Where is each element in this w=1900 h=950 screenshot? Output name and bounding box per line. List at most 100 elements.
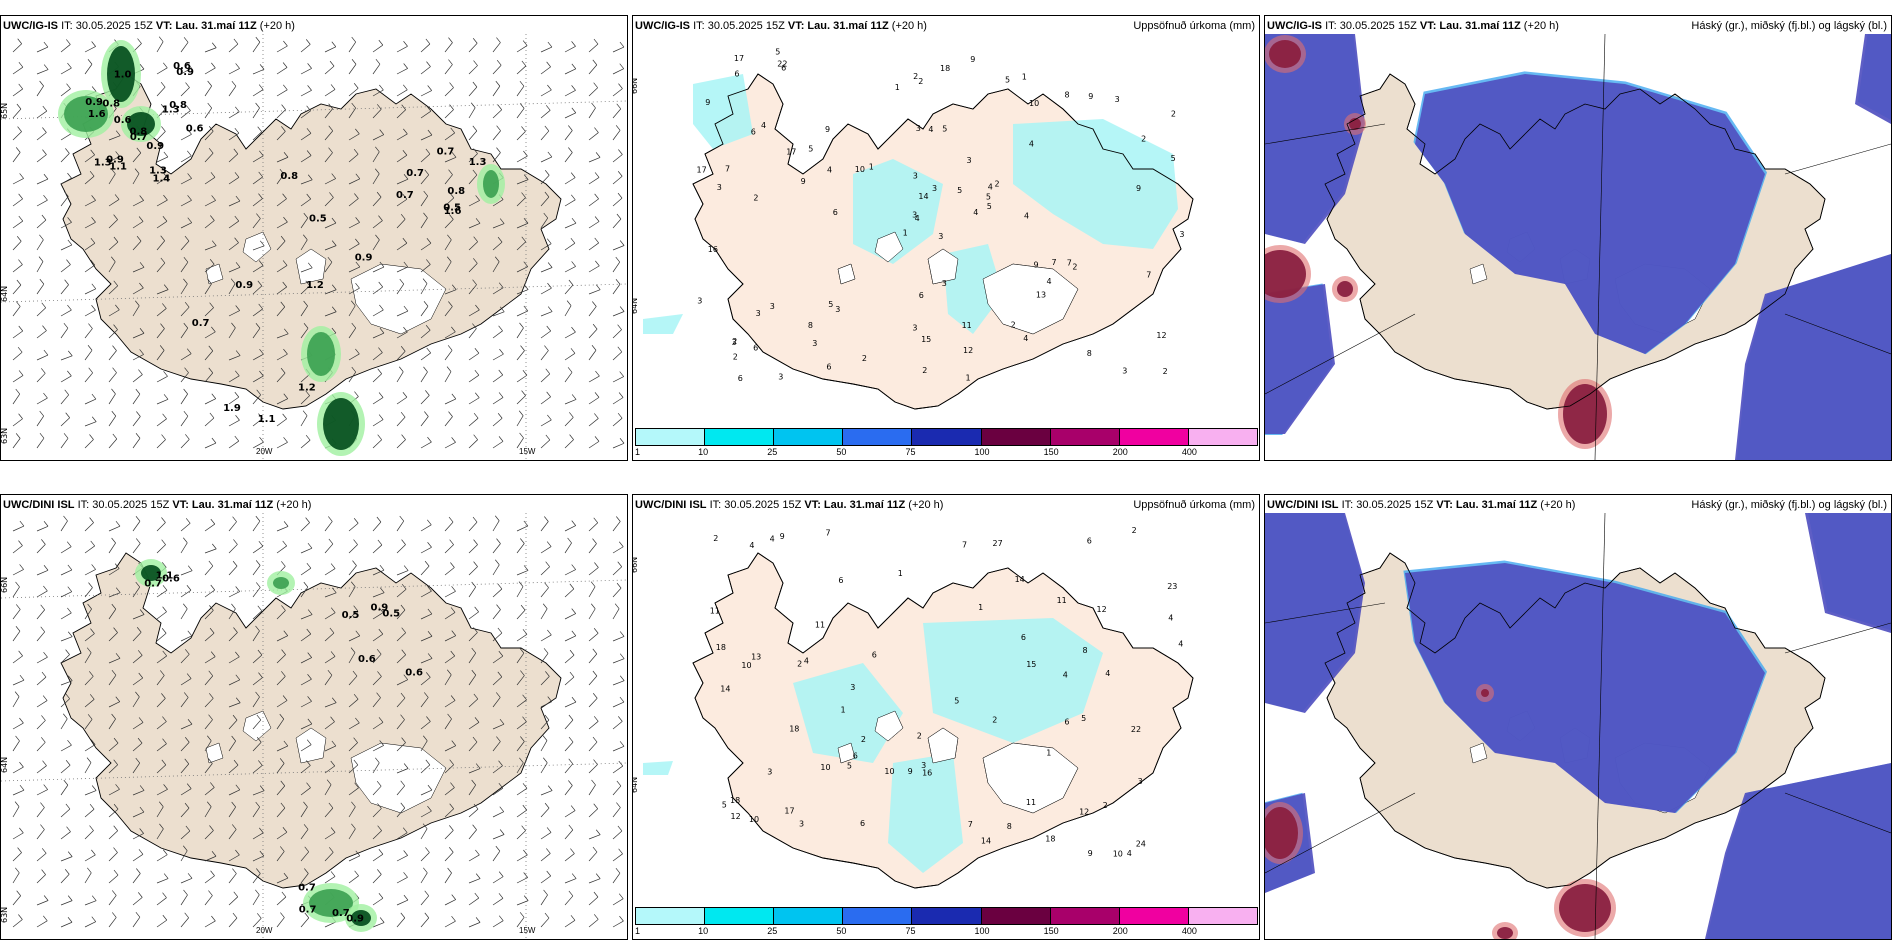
precip-heavy-patch <box>273 577 289 589</box>
wind-barb-feather <box>522 716 527 722</box>
precip-panel-dini: UWC/DINI ISL IT: 30.05.2025 15Z VT: Lau.… <box>632 494 1260 940</box>
wind-barb-feather <box>427 653 433 659</box>
panel-header: UWC/IG-IS IT: 30.05.2025 15Z VT: Lau. 31… <box>3 20 295 32</box>
wind-barb-feather <box>374 168 380 174</box>
wind-barb <box>204 565 214 576</box>
precip-amount-label: 2 <box>918 77 923 86</box>
wind-barb <box>156 789 168 796</box>
wind-barb-feather <box>234 435 240 442</box>
wind-barb-feather <box>473 803 479 810</box>
wind-barb-feather <box>158 36 164 42</box>
wind-barb <box>60 591 72 598</box>
wind-barb-feather <box>451 437 456 443</box>
wind-barb <box>180 878 193 884</box>
wind-barb-feather <box>136 627 142 633</box>
wind-barb-feather <box>617 825 623 832</box>
wind-barb <box>204 47 217 53</box>
wind-barb <box>132 543 141 554</box>
wind-barb-feather <box>233 627 238 633</box>
wind-barb <box>228 656 240 664</box>
wind-barb <box>132 521 141 532</box>
wind-barb-feather <box>474 892 480 899</box>
wind-barb-feather <box>523 284 529 290</box>
wind-barb <box>36 700 48 708</box>
wind-barb-feather <box>233 891 239 898</box>
wind-barb <box>516 395 526 405</box>
wind-barb <box>348 855 360 862</box>
wind-barb-feather <box>280 780 286 787</box>
wind-barb-feather <box>403 763 409 769</box>
wind-barb-feather <box>331 327 337 334</box>
wind-barb-feather <box>186 105 191 111</box>
wind-barb-feather <box>207 80 212 87</box>
wind-barb-feather <box>305 517 310 523</box>
wind-barb <box>444 239 452 251</box>
wind-barb <box>516 197 526 207</box>
wind-barb <box>540 634 552 642</box>
wind-barb-feather <box>139 349 144 355</box>
wind-barb <box>588 132 599 141</box>
precip-amount-label: 18 <box>789 724 799 733</box>
wind-barb-feather <box>38 256 44 262</box>
wind-barb-feather <box>41 671 47 678</box>
wind-barb-feather <box>42 325 47 331</box>
wind-barb <box>564 177 576 185</box>
precip-amount-label: 6 <box>838 576 843 585</box>
wind-barb-feather <box>211 915 216 922</box>
wind-barb <box>564 542 572 554</box>
wind-barb-feather <box>65 760 71 766</box>
wind-barb-feather <box>234 391 240 398</box>
wind-barb-feather <box>137 38 142 44</box>
wind-barb-feather <box>65 649 70 655</box>
precip-amount-label: 1 <box>1046 748 1051 757</box>
wind-barb-feather <box>182 845 188 851</box>
precip-amount-label: 3 <box>912 211 917 220</box>
wind-barb-feather <box>234 215 240 222</box>
wind-barb-feather <box>283 393 289 399</box>
wind-barb <box>84 64 93 75</box>
wind-barb-feather <box>618 716 623 722</box>
wind-barb-feather <box>402 150 408 156</box>
wind-barb-feather <box>400 604 406 611</box>
wind-barb <box>540 894 548 906</box>
wind-barb-feather <box>425 325 431 331</box>
wind-barb <box>444 261 452 273</box>
wind-barb-feather <box>161 759 167 766</box>
wind-barb <box>300 765 311 774</box>
wind-barb <box>60 153 70 163</box>
precip-amount-label: 13 <box>751 653 761 662</box>
wind-barb <box>468 784 476 796</box>
wind-barb <box>612 351 623 361</box>
wind-barb <box>228 220 239 229</box>
precip-amount-label: 5 <box>987 202 992 211</box>
wind-barb <box>444 521 454 532</box>
wind-barb <box>444 289 457 295</box>
wind-barb <box>180 67 192 75</box>
wind-barb <box>372 897 384 906</box>
wind-barb <box>204 245 217 251</box>
wind-barb <box>228 917 238 928</box>
wind-barb-feather <box>570 848 575 854</box>
wind-barb-feather <box>543 648 549 654</box>
wind-barb-feather <box>209 412 215 419</box>
wind-barb <box>228 829 237 840</box>
wind-barb-feather <box>379 304 384 311</box>
wind-barb-feather <box>114 194 120 200</box>
wind-barb <box>372 521 382 532</box>
wind-barb <box>36 438 45 449</box>
precip-value-label: 0.5 <box>342 610 360 621</box>
wind-barb-feather <box>113 869 119 876</box>
precip-amount-label: 27 <box>993 539 1003 548</box>
wind-barb-feather <box>353 737 358 743</box>
wind-barb-feather <box>327 516 333 522</box>
wind-barb-feather <box>183 256 189 263</box>
wind-barb <box>252 610 263 620</box>
precip-value-label: 0.7 <box>130 132 148 143</box>
wind-barb <box>372 173 380 185</box>
wind-barb-feather <box>282 413 287 420</box>
wind-barb-feather <box>159 801 164 807</box>
wind-barb-feather <box>257 605 263 612</box>
wind-barb-feather <box>64 389 70 396</box>
wind-barb <box>612 566 622 576</box>
wind-barb <box>372 134 384 141</box>
